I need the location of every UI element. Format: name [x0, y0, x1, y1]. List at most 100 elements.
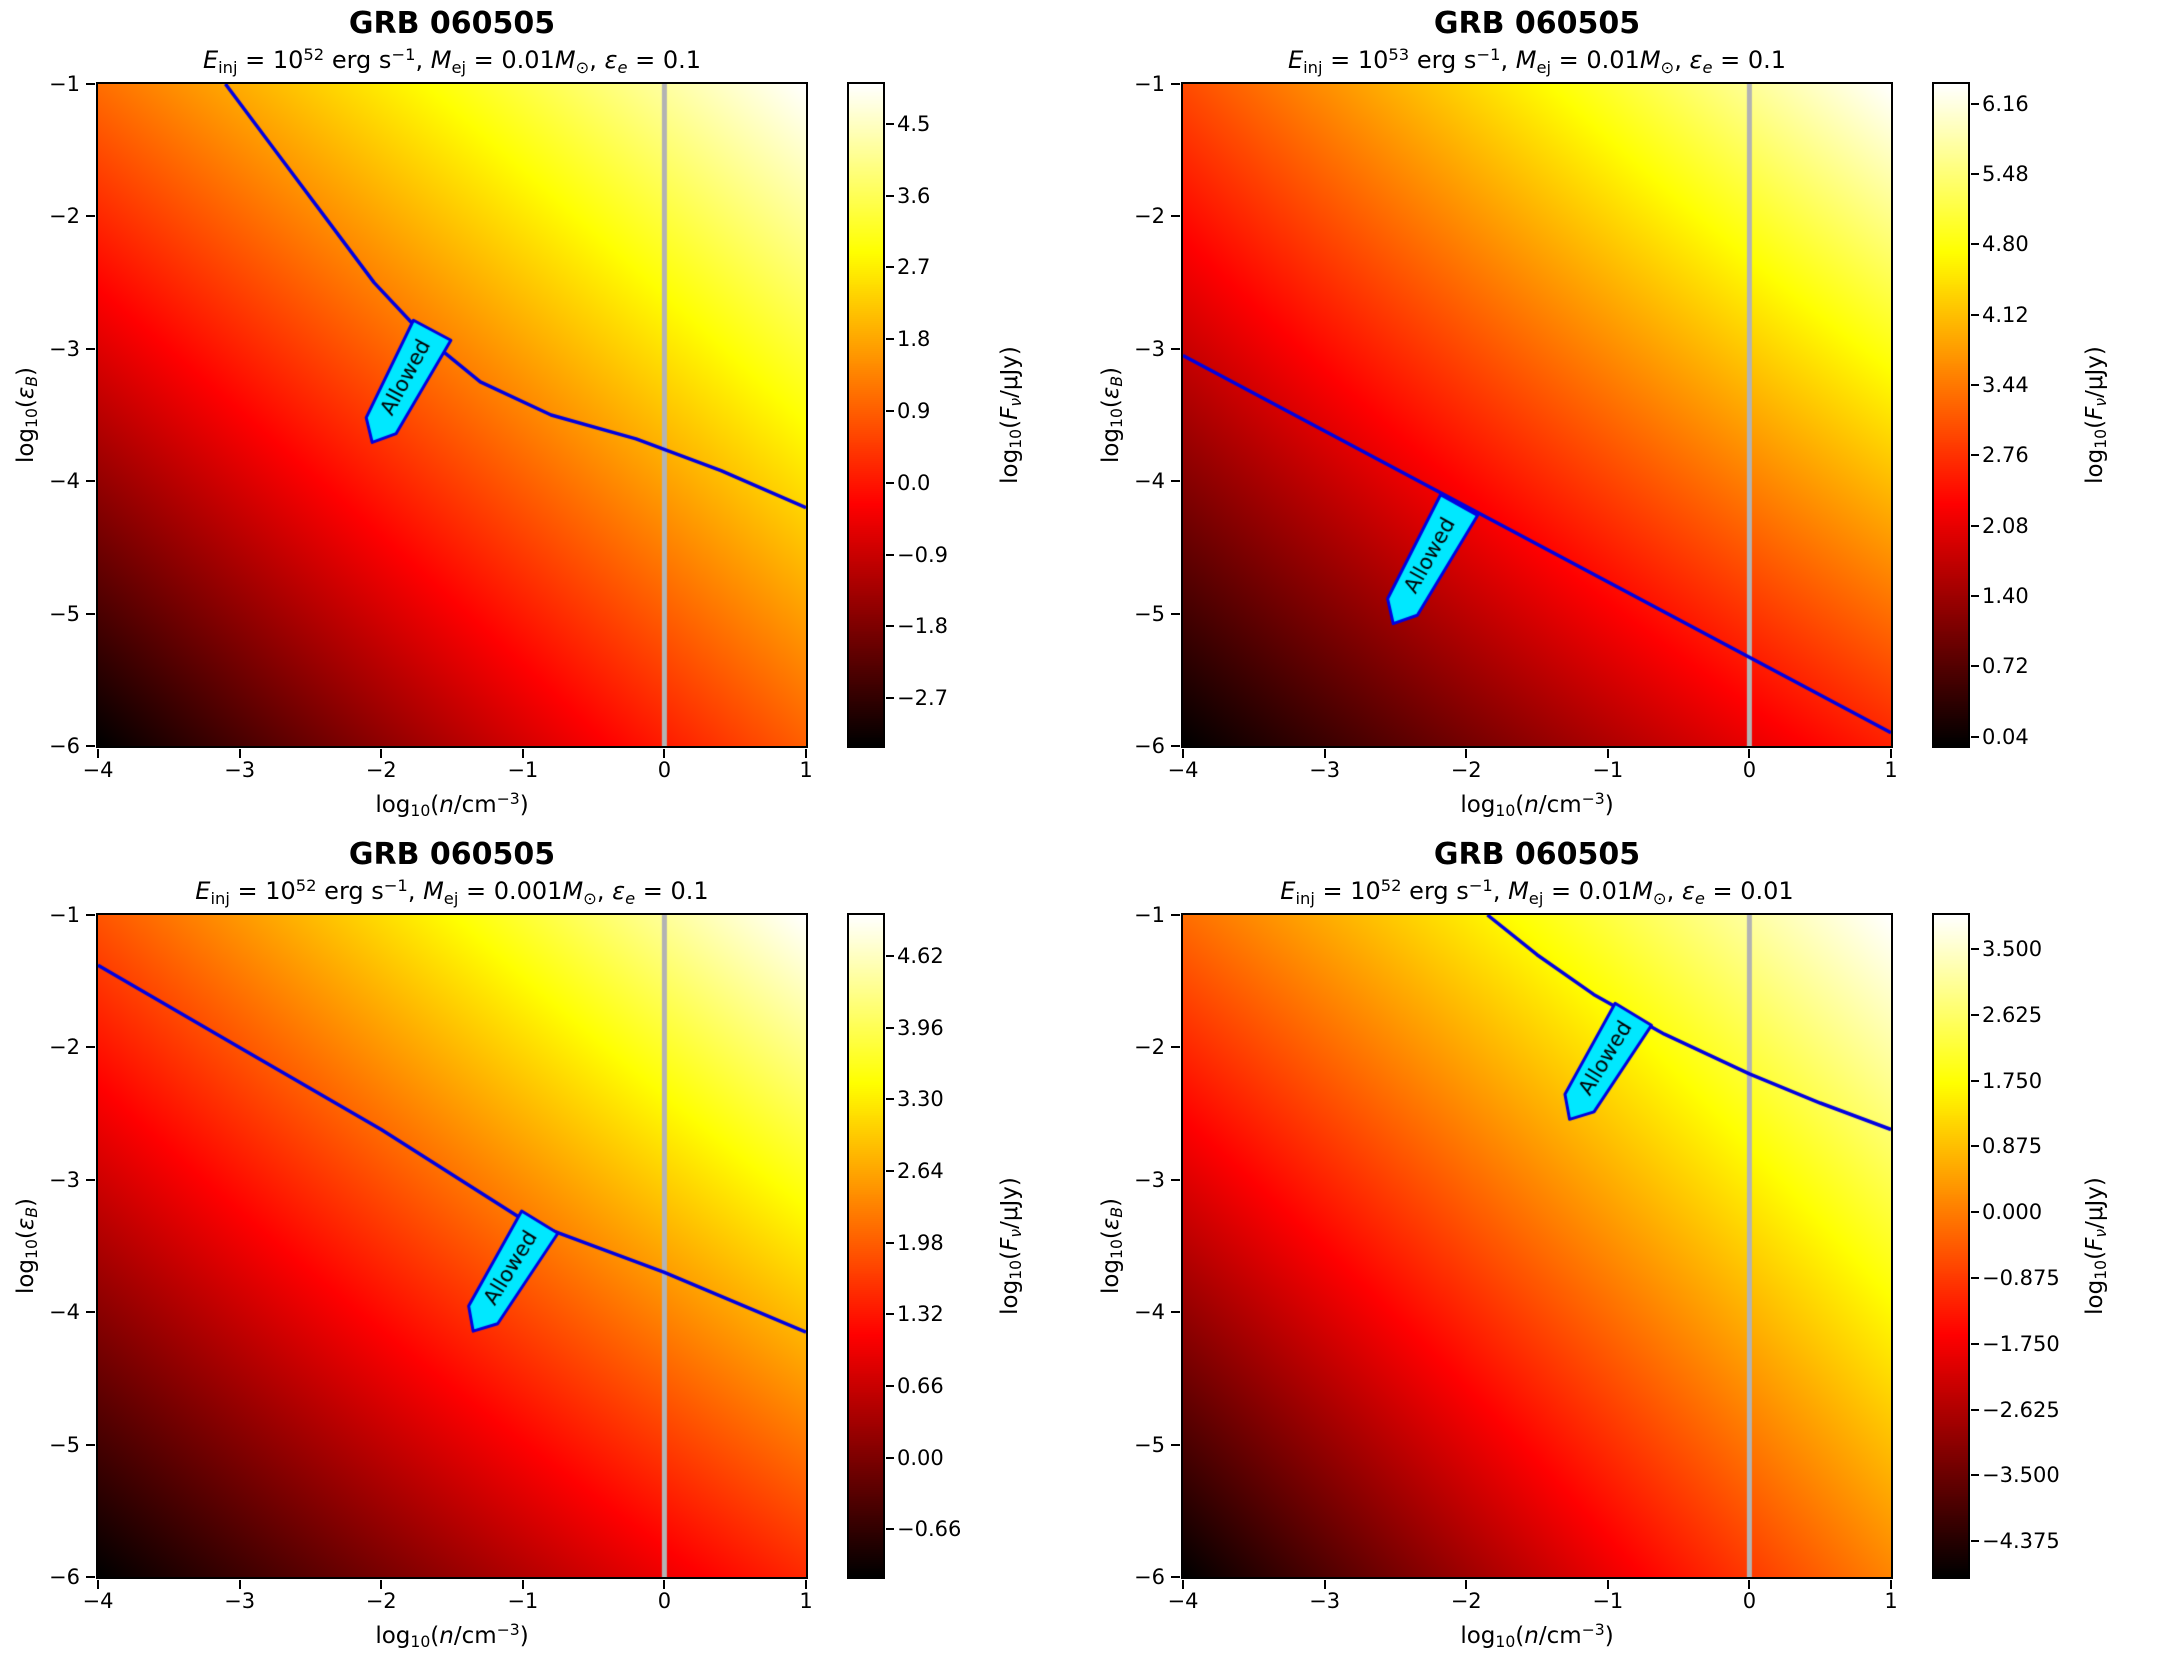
colorbar-tick-mark	[1971, 665, 1979, 668]
x-tick-label: −2	[365, 758, 397, 782]
x-tick-mark	[380, 1580, 383, 1589]
colorbar-tick-label: 1.750	[1982, 1068, 2043, 1093]
y-tick-mark	[1171, 1178, 1180, 1181]
x-tick-label: −1	[507, 1589, 539, 1613]
colorbar-tick-mark	[886, 955, 894, 958]
colorbar-tick-mark	[886, 1098, 894, 1101]
colorbar-tick-label: −3.500	[1982, 1463, 2060, 1488]
y-tick-label: −1	[49, 903, 80, 927]
y-tick-label: −6	[1134, 1565, 1165, 1589]
colorbar-tick-mark	[886, 338, 894, 341]
colorbar-tick-mark	[1971, 102, 1979, 105]
x-tick-mark	[1748, 1580, 1751, 1589]
x-tick-mark	[238, 749, 241, 758]
colorbar-tick-label: 2.625	[1982, 1002, 2043, 1027]
colorbar-tick-mark	[1971, 384, 1979, 386]
y-tick-label: −3	[1134, 1167, 1165, 1192]
colorbar-tick-label: 0.72	[1982, 654, 2029, 679]
y-tick-mark	[1171, 1046, 1180, 1049]
y-tick-mark	[1171, 1443, 1180, 1446]
y-tick-label: −6	[49, 1565, 80, 1589]
y-tick-mark	[86, 1178, 95, 1181]
colorbar-tick-label: −0.66	[897, 1517, 962, 1542]
y-tick-label: −1	[49, 72, 80, 96]
x-tick-label: −4	[1167, 758, 1199, 782]
x-tick-label: −3	[224, 758, 256, 782]
x-tick-label: −4	[82, 1589, 114, 1613]
x-tick-mark	[1606, 1580, 1609, 1589]
colorbar-tick-mark	[1971, 1474, 1979, 1477]
colorbar-canvas	[849, 84, 883, 746]
y-tick-label: −5	[49, 1432, 80, 1457]
x-tick-label: −1	[1592, 758, 1624, 782]
y-tick-label: −4	[1134, 1300, 1165, 1325]
y-tick-label: −5	[1134, 1432, 1165, 1457]
x-tick-label: −2	[365, 1589, 397, 1613]
colorbar-tick-label: 4.62	[897, 944, 944, 969]
colorbar-tick-mark	[886, 481, 894, 484]
panel-title: GRB 060505	[1433, 837, 1641, 872]
x-tick-label: 0	[1742, 758, 1757, 782]
panel-subtitle: Einj = 1052 erg s−1, Mej = 0.01M⊙, εe = …	[202, 44, 702, 77]
colorbar-tick-mark	[1971, 1342, 1979, 1345]
y-tick-mark	[86, 914, 95, 916]
colorbar-tick-label: 0.66	[897, 1373, 944, 1398]
x-tick-label: 1	[799, 758, 813, 782]
colorbar-tick-label: 3.500	[1982, 936, 2043, 961]
x-tick-mark	[238, 1580, 241, 1589]
y-tick-label: −1	[1134, 903, 1165, 927]
colorbar-canvas	[1934, 915, 1968, 1577]
colorbar-tick-label: 2.76	[1982, 443, 2029, 468]
colorbar-tick-mark	[1971, 1145, 1979, 1148]
y-tick-mark	[1171, 1576, 1180, 1578]
colorbar-tick-mark	[886, 1384, 894, 1387]
colorbar-tick-label: 0.9	[897, 399, 931, 423]
colorbar-tick-label: 2.64	[897, 1159, 944, 1184]
colorbar-tick-label: 3.30	[897, 1087, 944, 1112]
x-axis-label: log10(n/cm−3)	[375, 1620, 529, 1652]
x-tick-label: −2	[1450, 1589, 1482, 1613]
colorbar-tick-label: 2.7	[897, 255, 931, 280]
colorbar-tick-label: 0.875	[1982, 1134, 2043, 1159]
panel-bottom-left: GRB 060505 Einj = 1052 erg s−1, Mej = 0.…	[0, 831, 1085, 1662]
colorbar-tick-label: −2.7	[897, 686, 948, 711]
colorbar-tick-mark	[1971, 595, 1979, 598]
heatmap-canvas	[98, 915, 806, 1577]
y-tick-mark	[1171, 914, 1180, 916]
x-tick-label: −3	[1309, 1589, 1341, 1613]
x-tick-mark	[1323, 749, 1326, 758]
y-tick-label: −2	[49, 1035, 80, 1060]
colorbar-tick-mark	[1971, 1211, 1979, 1214]
colorbar-tick-mark	[1971, 1408, 1979, 1411]
y-tick-mark	[86, 83, 95, 85]
x-tick-mark	[97, 749, 99, 758]
heatmap-canvas	[98, 84, 806, 746]
x-axis-label: log10(n/cm−3)	[1460, 789, 1614, 821]
y-tick-mark	[1171, 83, 1180, 85]
colorbar-tick-label: 0.0	[897, 470, 931, 495]
x-tick-mark	[1890, 1580, 1892, 1589]
colorbar-tick-label: 6.16	[1982, 91, 2029, 116]
y-tick-label: −3	[49, 1167, 80, 1192]
panel-top-right: GRB 060505 Einj = 1053 erg s−1, Mej = 0.…	[1085, 0, 2170, 831]
colorbar-tick-label: 5.48	[1982, 161, 2029, 186]
colorbar-tick-mark	[886, 1456, 894, 1459]
colorbar-tick-mark	[1971, 243, 1979, 246]
x-tick-label: 1	[1884, 1589, 1898, 1613]
x-tick-mark	[805, 749, 807, 758]
x-tick-label: −3	[1309, 758, 1341, 782]
colorbar-tick-label: −0.9	[897, 542, 948, 567]
heatmap-canvas	[1183, 915, 1891, 1577]
colorbar-tick-mark	[1971, 454, 1979, 457]
y-tick-label: −3	[49, 336, 80, 361]
x-tick-label: −4	[82, 758, 114, 782]
colorbar-tick-label: 4.12	[1982, 302, 2029, 327]
colorbar-label: log10(Fν/μJy)	[997, 1177, 1026, 1315]
panel-top-left: GRB 060505 Einj = 1052 erg s−1, Mej = 0.…	[0, 0, 1085, 831]
x-tick-mark	[663, 1580, 666, 1589]
y-tick-mark	[86, 745, 95, 747]
colorbar-tick-label: −4.375	[1982, 1529, 2060, 1554]
panel-subtitle: Einj = 1052 erg s−1, Mej = 0.001M⊙, εe =…	[195, 875, 709, 908]
colorbar-tick-mark	[1971, 947, 1979, 950]
x-tick-label: −2	[1450, 758, 1482, 782]
